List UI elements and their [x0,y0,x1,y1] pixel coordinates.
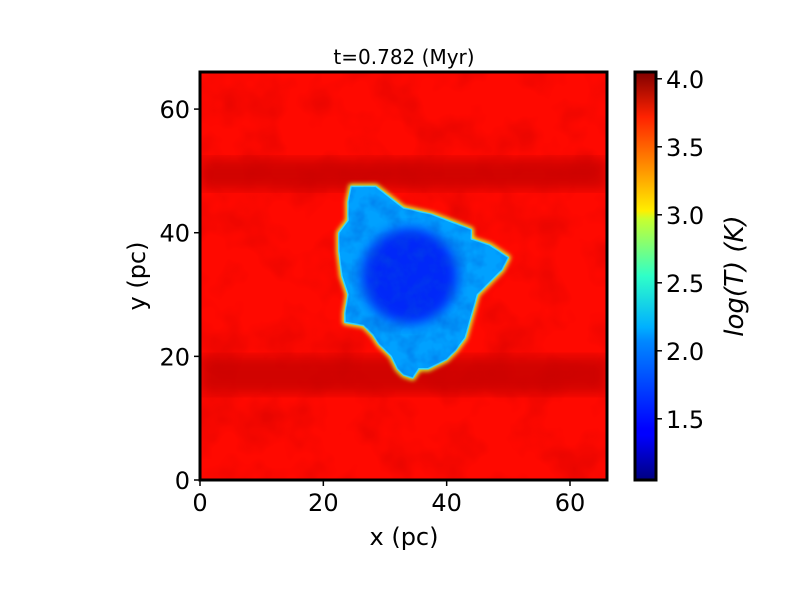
colorbar-tick-label: 4.0 [666,66,704,94]
x-tick-label: 20 [308,489,339,517]
x-tick-label: 40 [431,489,462,517]
plot-area [200,72,607,480]
plot-frame [198,70,609,482]
colorbar-tick-label: 3.0 [666,202,704,230]
colorbar-frame [633,70,658,482]
y-tick-label: 40 [159,220,190,248]
x-tick-label: 0 [192,489,207,517]
colorbar-tick-label: 3.5 [666,134,704,162]
y-axis-ticks: 0 20 40 60 [159,96,200,495]
colorbar-tick-label: 1.5 [666,406,704,434]
x-axis-label: x (pc) [370,523,439,551]
y-tick-label: 0 [175,467,190,495]
colorbar-label: log(T) (K) [720,215,750,336]
colorbar: 1.5 2.0 2.5 3.0 3.5 4.0 log(T) (K) [633,66,750,482]
y-tick-label: 60 [159,96,190,124]
y-tick-label: 20 [159,343,190,371]
colorbar-tick-label: 2.5 [666,270,704,298]
colorbar-ticks: 1.5 2.0 2.5 3.0 3.5 4.0 [656,66,704,434]
colorbar-gradient [635,72,656,480]
colorbar-tick-label: 2.0 [666,338,704,366]
y-axis-label: y (pc) [123,242,151,311]
x-axis-ticks: 0 20 40 60 [192,480,585,517]
chart-title: t=0.782 (Myr) [333,45,474,69]
x-tick-label: 60 [555,489,586,517]
